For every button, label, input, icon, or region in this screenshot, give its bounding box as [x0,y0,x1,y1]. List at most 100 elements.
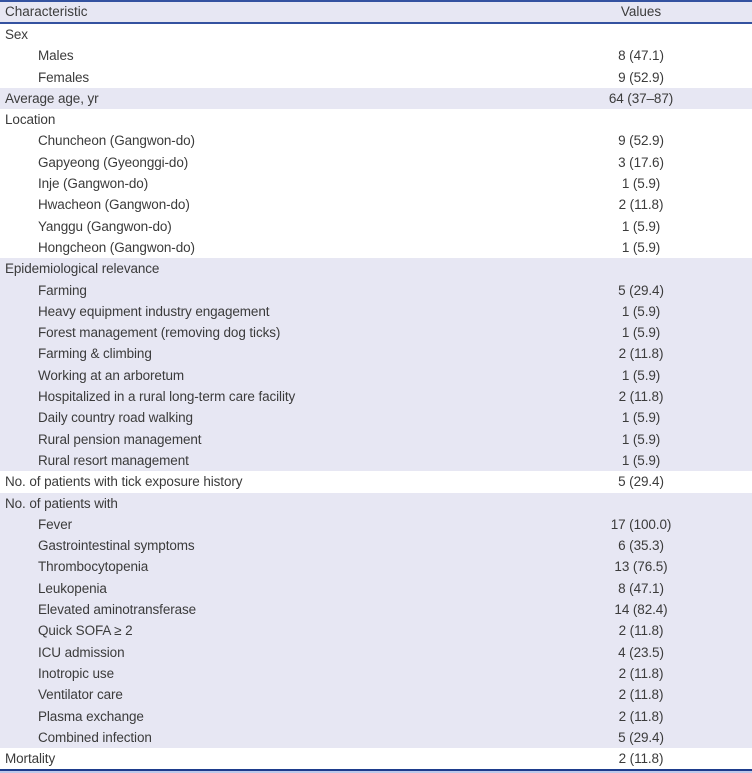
characteristic-cell: Gapyeong (Gyeonggi-do) [38,154,189,170]
characteristic-cell: No. of patients with [5,495,118,511]
value-cell [530,258,752,279]
table-row: Yanggu (Gangwon-do) 1 (5.9) [0,215,752,237]
value-cell: 9 (52.9) [618,69,664,85]
table-row: Fever 17 (100.0) [0,513,752,536]
table-header-row: Characteristic Values [0,2,752,24]
value-cell: 2 (11.8) [618,389,664,405]
characteristic-cell: Chuncheon (Gangwon-do) [38,133,195,149]
value-cell: 1 (5.9) [621,176,661,192]
table-row: Hwacheon (Gangwon-do) 2 (11.8) [0,194,752,216]
characteristic-cell: Leukopenia [38,580,107,596]
value-cell: 8 (47.1) [618,580,664,596]
table-row: Farming 5 (29.4) [0,279,752,301]
table-row: Hospitalized in a rural long-term care f… [0,386,752,408]
value-cell: 14 (82.4) [614,602,668,618]
characteristic-cell: Ventilator care [38,687,123,703]
table-row: Males 8 (47.1) [0,45,752,67]
value-cell: 2 (11.8) [618,346,664,362]
table-row: Ventilator care 2 (11.8) [0,684,752,706]
characteristic-cell: ICU admission [38,644,125,660]
column-header-values: Values [620,4,662,19]
value-cell: 1 (5.9) [621,325,661,341]
characteristic-cell: Forest management (removing dog ticks) [38,325,281,341]
value-cell: 1 (5.9) [621,431,661,447]
value-cell: 5 (29.4) [618,729,664,745]
table-row: Forest management (removing dog ticks) 1… [0,322,752,344]
characteristic-cell: Gastrointestinal symptoms [38,538,195,554]
value-cell: 2 (11.8) [618,708,664,724]
table-row: Epidemiological relevance [0,258,752,280]
value-cell: 6 (35.3) [618,538,664,554]
value-cell: 2 (11.8) [618,687,664,703]
value-cell: 1 (5.9) [621,303,661,319]
table-row: Sex [0,24,752,46]
value-cell: 64 (37–87) [608,90,674,106]
characteristic-cell: Thrombocytopenia [38,559,149,575]
characteristic-cell: Yanggu (Gangwon-do) [38,218,172,234]
table-row: Inje (Gangwon-do) 1 (5.9) [0,173,752,195]
value-cell: 1 (5.9) [621,452,661,468]
value-cell: 9 (52.9) [618,133,664,149]
value-cell: 17 (100.0) [610,516,672,532]
value-cell: 5 (29.4) [618,282,664,298]
table-row: Rural resort management 1 (5.9) [0,449,752,472]
characteristic-cell: Rural pension management [38,431,202,447]
value-cell: 1 (5.9) [621,410,661,426]
characteristic-cell: Plasma exchange [38,708,144,724]
characteristic-cell: Heavy equipment industry engagement [38,303,270,319]
value-cell: 3 (17.6) [618,154,664,170]
table-row: ICU admission 4 (23.5) [0,641,752,663]
value-cell: 1 (5.9) [621,367,661,383]
table-row: Gapyeong (Gyeonggi-do) 3 (17.6) [0,151,752,174]
table-row: Mortality 2 (11.8) [0,748,752,770]
table-bottom-rule-dark [0,769,752,772]
value-cell: 4 (23.5) [618,644,664,660]
table-row: Elevated aminotransferase 14 (82.4) [0,599,752,621]
table-row: Combined infection 5 (29.4) [0,726,752,749]
characteristic-cell: Rural resort management [38,452,189,468]
value-cell [530,109,752,130]
characteristic-cell: Quick SOFA ≥ 2 [38,623,133,639]
value-cell [530,493,752,514]
characteristic-cell: Hongcheon (Gangwon-do) [38,239,195,255]
characteristic-cell: Combined infection [38,729,152,745]
table-row: Heavy equipment industry engagement 1 (5… [0,300,752,323]
table-body: Sex Males 8 (47.1) Females 9 (52.9) Aver… [0,24,752,770]
table-row: Location [0,109,752,131]
column-header-characteristic: Characteristic [5,4,88,19]
table-row: Gastrointestinal symptoms 6 (35.3) [0,535,752,557]
characteristic-cell: Sex [5,27,28,42]
characteristic-cell: Inje (Gangwon-do) [38,176,149,192]
characteristic-cell: No. of patients with tick exposure histo… [5,474,243,490]
characteristic-cell: Males [38,48,74,64]
table-row: Chuncheon (Gangwon-do) 9 (52.9) [0,130,752,152]
characteristic-cell: Females [38,69,90,85]
characteristic-cell: Elevated aminotransferase [38,602,197,618]
characteristic-cell: Mortality [5,751,56,767]
characteristic-cell: Farming [38,282,87,298]
characteristic-cell: Hospitalized in a rural long-term care f… [38,389,296,405]
table-row: Inotropic use 2 (11.8) [0,662,752,685]
value-cell: 1 (5.9) [621,218,661,234]
characteristic-cell: Fever [38,516,73,532]
characteristic-cell: Location [5,112,56,128]
characteristic-cell: Hwacheon (Gangwon-do) [38,197,190,213]
value-cell: 8 (47.1) [618,48,664,64]
value-cell: 2 (11.8) [618,197,664,213]
table-row: No. of patients with tick exposure histo… [0,471,752,493]
table-row: Females 9 (52.9) [0,66,752,88]
table-row: No. of patients with [0,492,752,514]
value-cell: 1 (5.9) [621,239,661,255]
characteristic-cell: Farming & climbing [38,346,152,362]
value-cell: 2 (11.8) [618,623,664,639]
value-cell [530,24,752,45]
table-row: Hongcheon (Gangwon-do) 1 (5.9) [0,236,752,259]
characteristic-cell: Epidemiological relevance [5,261,160,277]
table-row: Average age, yr 64 (37–87) [0,87,752,110]
value-cell: 5 (29.4) [618,474,664,490]
value-cell: 13 (76.5) [614,559,668,575]
table-row: Rural pension management 1 (5.9) [0,428,752,450]
table-row: Working at an arboretum 1 (5.9) [0,364,752,387]
value-cell: 2 (11.8) [618,665,664,681]
